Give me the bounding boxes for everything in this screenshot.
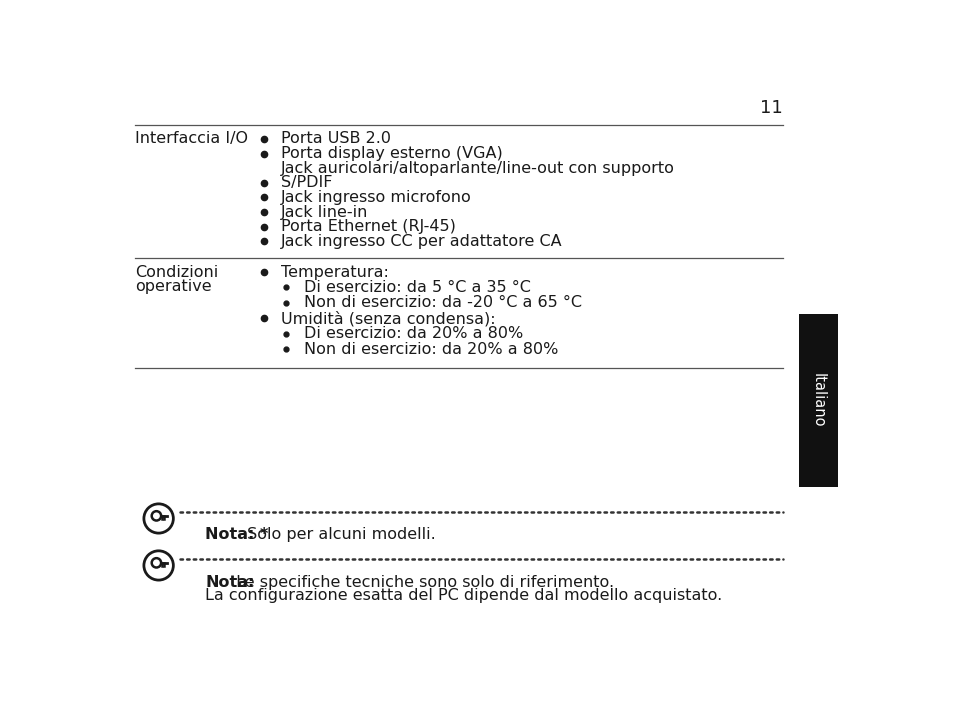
Text: Di esercizio: da 20% a 80%: Di esercizio: da 20% a 80% [304,326,523,341]
Text: Porta Ethernet (RJ-45): Porta Ethernet (RJ-45) [281,219,456,234]
Text: Temperatura:: Temperatura: [281,265,389,280]
Text: Solo per alcuni modelli.: Solo per alcuni modelli. [242,527,435,542]
Text: 11: 11 [760,99,783,117]
Bar [799,314,837,487]
Text: Di esercizio: da 5 °C a 35 °C: Di esercizio: da 5 °C a 35 °C [304,280,530,295]
Text: Jack ingresso CC per adattatore CA: Jack ingresso CC per adattatore CA [281,234,563,249]
Text: operative: operative [135,279,212,294]
Text: Jack auricolari/altoparlante/line-out con supporto: Jack auricolari/altoparlante/line-out co… [281,161,675,176]
Circle shape [152,558,161,567]
Text: Nota: *: Nota: * [205,527,269,542]
Text: Non di esercizio: da 20% a 80%: Non di esercizio: da 20% a 80% [304,342,558,357]
Text: Condizioni: Condizioni [135,265,219,280]
Text: Porta USB 2.0: Porta USB 2.0 [281,131,391,146]
Text: Jack line-in: Jack line-in [281,205,368,219]
Circle shape [152,511,161,521]
Text: Porta display esterno (VGA): Porta display esterno (VGA) [281,146,503,161]
Text: Non di esercizio: da -20 °C a 65 °C: Non di esercizio: da -20 °C a 65 °C [304,296,581,310]
Text: S/PDIF: S/PDIF [281,175,333,190]
Text: Jack ingresso microfono: Jack ingresso microfono [281,190,472,205]
Text: Le specifiche tecniche sono solo di riferimento.: Le specifiche tecniche sono solo di rife… [231,575,615,590]
Text: La configurazione esatta del PC dipende dal modello acquistato.: La configurazione esatta del PC dipende … [205,588,722,603]
Text: Umidità (senza condensa):: Umidità (senza condensa): [281,311,496,326]
Text: Nota:: Nota: [205,575,254,590]
Text: Italiano: Italiano [810,373,826,428]
Circle shape [144,504,174,533]
Text: Interfaccia I/O: Interfaccia I/O [135,131,248,146]
Circle shape [144,551,174,580]
